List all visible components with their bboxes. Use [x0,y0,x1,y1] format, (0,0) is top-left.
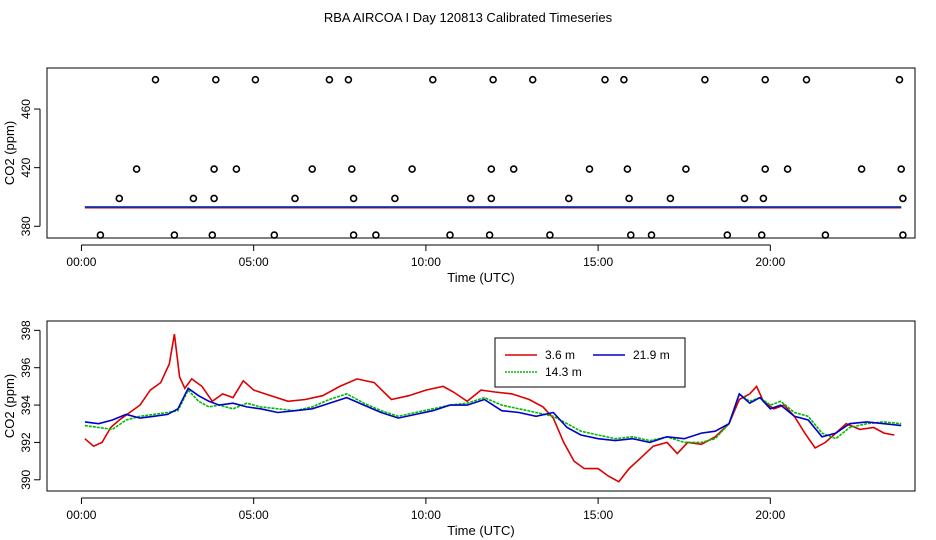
top-flag-marker [666,194,675,203]
top-plot-marks [84,75,907,239]
bottom-y-axis-label: CO2 (ppm) [2,374,17,438]
top-x-tick-label: 00:00 [66,255,96,269]
bottom-x-axis-label: Time (UTC) [447,523,514,538]
chart-title: RBA AIRCOA I Day 120813 Calibrated Times… [324,10,613,25]
top-flag-marker [115,194,124,203]
bottom-x-tick-label: 00:00 [66,508,96,522]
top-x-tick-label: 10:00 [411,255,441,269]
top-flag-marker [487,194,496,203]
bottom-panel: 00:00 05:00 10:00 15:00 20:00 390 392 394 396 398… [2,320,916,538]
top-flag-marker [349,194,358,203]
top-x-tick-label: 15:00 [583,255,613,269]
top-flag-marker [601,75,609,84]
top-flag-marker [251,75,260,84]
top-flag-marker [189,194,198,203]
legend-label-14-3m: 14.3 m [545,365,582,379]
top-flag-marker [485,231,494,239]
top-flag-marker [585,165,594,173]
top-flag-marker [821,231,830,239]
top-flag-marker [564,194,573,203]
bottom-series-line-21-9-m [84,387,902,444]
top-flag-marker [897,165,906,173]
top-flag-marker [151,75,160,84]
top-flag-marker [701,75,709,84]
top-flag-marker [212,75,220,84]
top-flag-marker [546,231,554,239]
bottom-y-tick-label: 392 [19,432,33,452]
bottom-plot-frame [46,320,916,492]
top-flag-marker [783,165,792,173]
top-flag-marker [623,165,632,173]
top-flag-marker [325,75,334,84]
legend-box [494,337,686,388]
top-x-tick-label: 05:00 [239,255,269,269]
top-flag-marker [446,231,454,239]
top-flag-marker [802,75,811,84]
top-flag-marker [740,194,749,203]
bottom-y-tick-label: 390 [19,469,33,489]
top-plot-frame [46,67,916,239]
top-flag-marker [232,165,241,173]
top-flag-marker [408,165,416,173]
top-y-tick-label: 460 [19,99,33,119]
bottom-x-tick-label: 15:00 [583,508,613,522]
top-flag-marker [270,231,279,239]
top-flag-marker [489,75,497,84]
top-flag-marker [96,231,105,239]
top-flag-marker [291,194,299,203]
bottom-axes: 00:00 05:00 10:00 15:00 20:00 390 392 394 396 398 [19,320,786,522]
top-y-tick-label: 420 [19,157,33,177]
top-flag-marker [210,194,218,203]
top-flag-marker [625,194,633,203]
top-y-tick-label: 380 [19,216,33,236]
bottom-series-line-14-3-m [84,388,902,444]
top-flag-marker [761,165,770,173]
top-flag-marker [757,231,766,239]
top-flag-marker [899,231,907,239]
legend-label-21-9m: 21.9 m [633,348,670,362]
top-flag-marker [626,231,635,239]
bottom-x-tick-label: 10:00 [411,508,441,522]
bottom-x-tick-label: 05:00 [239,508,269,522]
top-x-axis-label: Time (UTC) [447,270,514,285]
top-flag-marker [620,75,628,84]
bottom-plot-marks [84,333,902,483]
top-flag-marker [759,194,768,203]
top-flag-marker [132,165,141,173]
top-flag-marker [308,165,317,173]
legend-label-3-6m: 3.6 m [545,348,575,362]
top-flag-marker [170,231,179,239]
top-flag-marker [647,231,656,239]
top-flag-marker [466,194,475,203]
top-flag-marker [682,165,690,173]
top-flag-marker [761,75,770,84]
top-flag-marker [208,231,217,239]
top-flag-marker [372,231,380,239]
bottom-x-tick-label: 20:00 [755,508,785,522]
top-flag-marker [349,231,358,239]
bottom-series-line-3-6-m [84,333,895,483]
top-flag-marker [509,165,518,173]
top-x-tick-label: 20:00 [755,255,785,269]
bottom-y-tick-label: 396 [19,357,33,377]
top-y-axis-label: CO2 (ppm) [2,121,17,185]
top-flag-marker [391,194,399,203]
top-flag-marker [347,165,356,173]
top-flag-marker [723,231,732,239]
bottom-y-tick-label: 394 [19,395,33,415]
top-flag-marker [899,194,907,203]
top-flag-marker [528,75,537,84]
top-flag-marker [210,165,218,173]
top-flag-marker [344,75,353,84]
top-panel: 00:00 05:00 10:00 15:00 20:00 380 420 460 Time … [2,67,916,285]
top-flag-marker [428,75,437,84]
top-flag-marker [895,75,904,84]
top-flag-marker [857,165,866,173]
top-axes: 00:00 05:00 10:00 15:00 20:00 380 420 460 [19,99,786,269]
bottom-y-tick-label: 398 [19,320,33,340]
top-flag-marker [487,165,496,173]
legend: 3.6 m 21.9 m 14.3 m [494,337,686,388]
